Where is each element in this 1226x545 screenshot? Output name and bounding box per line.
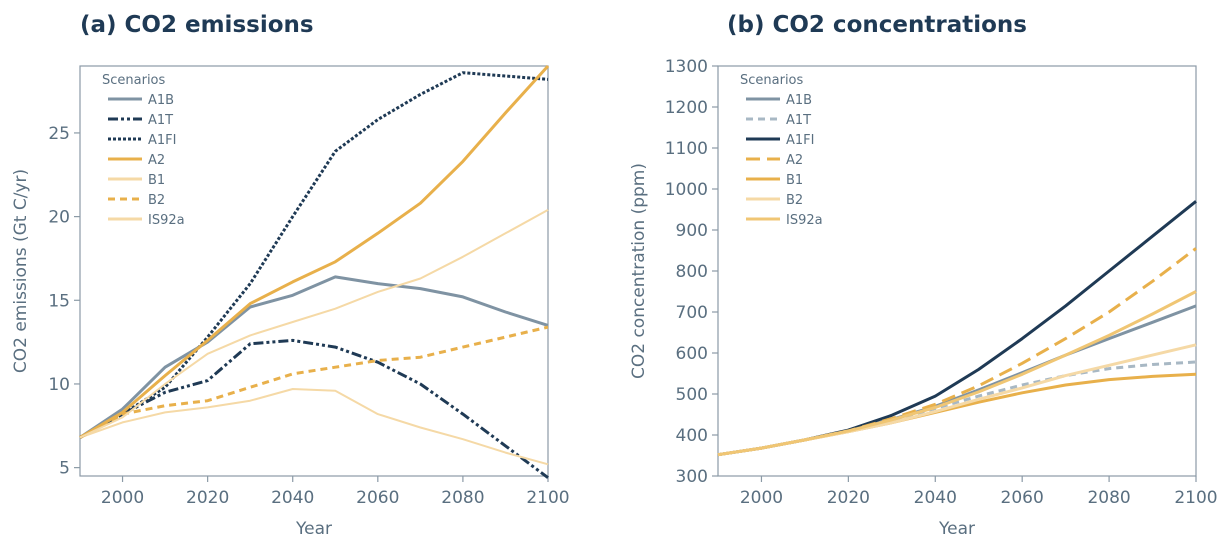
legend-label-a2: A2: [148, 153, 165, 168]
chart-b-title: (b) CO2 concentrations: [727, 12, 1027, 38]
series-line-b2: [79, 325, 549, 439]
series-line-is92a: [717, 290, 1197, 457]
x-tick-label: 2000: [101, 488, 144, 508]
y-tick-label: 800: [676, 262, 708, 282]
x-tick-label: 2060: [1001, 488, 1044, 508]
legend-label-is92a: IS92a: [148, 213, 185, 228]
legend-label-b1: B1: [786, 173, 803, 188]
series-line-a1b: [79, 275, 549, 439]
y-tick-label: 400: [676, 426, 708, 446]
y-axis-label: CO2 emissions (Gt C/yr): [11, 169, 31, 373]
x-tick-label: 2100: [526, 488, 569, 508]
y-tick-label: 500: [676, 385, 708, 405]
plot-frame: [79, 65, 549, 477]
y-tick-label: 1300: [665, 57, 708, 77]
y-tick-label: 20: [48, 208, 70, 228]
y-tick-label: 25: [48, 124, 70, 144]
legend-label-b2: B2: [148, 193, 165, 208]
series-line-a1t: [79, 338, 549, 479]
y-tick-label: 1000: [665, 180, 708, 200]
x-tick-label: 2000: [740, 488, 783, 508]
series-line-a2: [717, 247, 1197, 457]
x-axis-label: Year: [295, 519, 332, 539]
series-line-a1t: [717, 360, 1197, 457]
y-tick-label: 900: [676, 221, 708, 241]
y-tick-label: 1100: [665, 139, 708, 159]
chart-a-title: (a) CO2 emissions: [80, 12, 314, 38]
legend-label-a1t: A1T: [786, 113, 811, 128]
legend-label-a1fi: A1FI: [148, 133, 176, 148]
y-tick-label: 300: [676, 467, 708, 487]
x-tick-label: 2100: [1174, 488, 1217, 508]
y-tick-label: 1200: [665, 98, 708, 118]
y-tick-label: 600: [676, 344, 708, 364]
series-line-a2: [79, 64, 550, 439]
legend-label-a1t: A1T: [148, 113, 173, 128]
x-tick-label: 2080: [441, 488, 484, 508]
y-tick-label: 5: [59, 459, 70, 479]
legend-title: Scenarios: [102, 73, 166, 88]
x-tick-label: 2040: [271, 488, 314, 508]
x-axis-label: Year: [938, 519, 975, 539]
legend-label-a1fi: A1FI: [786, 133, 814, 148]
legend-label-b2: B2: [786, 193, 803, 208]
x-tick-label: 2060: [356, 488, 399, 508]
x-tick-label: 2080: [1087, 488, 1130, 508]
x-tick-label: 2020: [186, 488, 229, 508]
legend-label-a2: A2: [786, 153, 803, 168]
concentrations-chart: 2000 2020 2040 2060 2080 2100 300 400 500 600 700 8…: [629, 57, 1218, 539]
x-tick-label: 2020: [827, 488, 870, 508]
y-tick-label: 10: [48, 375, 70, 395]
legend-title: Scenarios: [740, 73, 804, 88]
series-line-a1fi: [79, 71, 549, 439]
legend-label-a1b: A1B: [148, 93, 174, 108]
emissions-chart: 2000 2020 2040 2060 2080 2100 5 10 15 20 25 Year CO2…: [11, 64, 570, 539]
legend-label-is92a: IS92a: [786, 213, 823, 228]
x-tick-label: 2040: [914, 488, 957, 508]
legend-label-a1b: A1B: [786, 93, 812, 108]
y-axis-label: CO2 concentration (ppm): [629, 163, 649, 379]
y-tick-label: 15: [48, 291, 70, 311]
series-line-b1: [79, 388, 549, 466]
legend-label-b1: B1: [148, 173, 165, 188]
y-tick-label: 700: [676, 303, 708, 323]
series-line-is92a: [79, 209, 549, 439]
